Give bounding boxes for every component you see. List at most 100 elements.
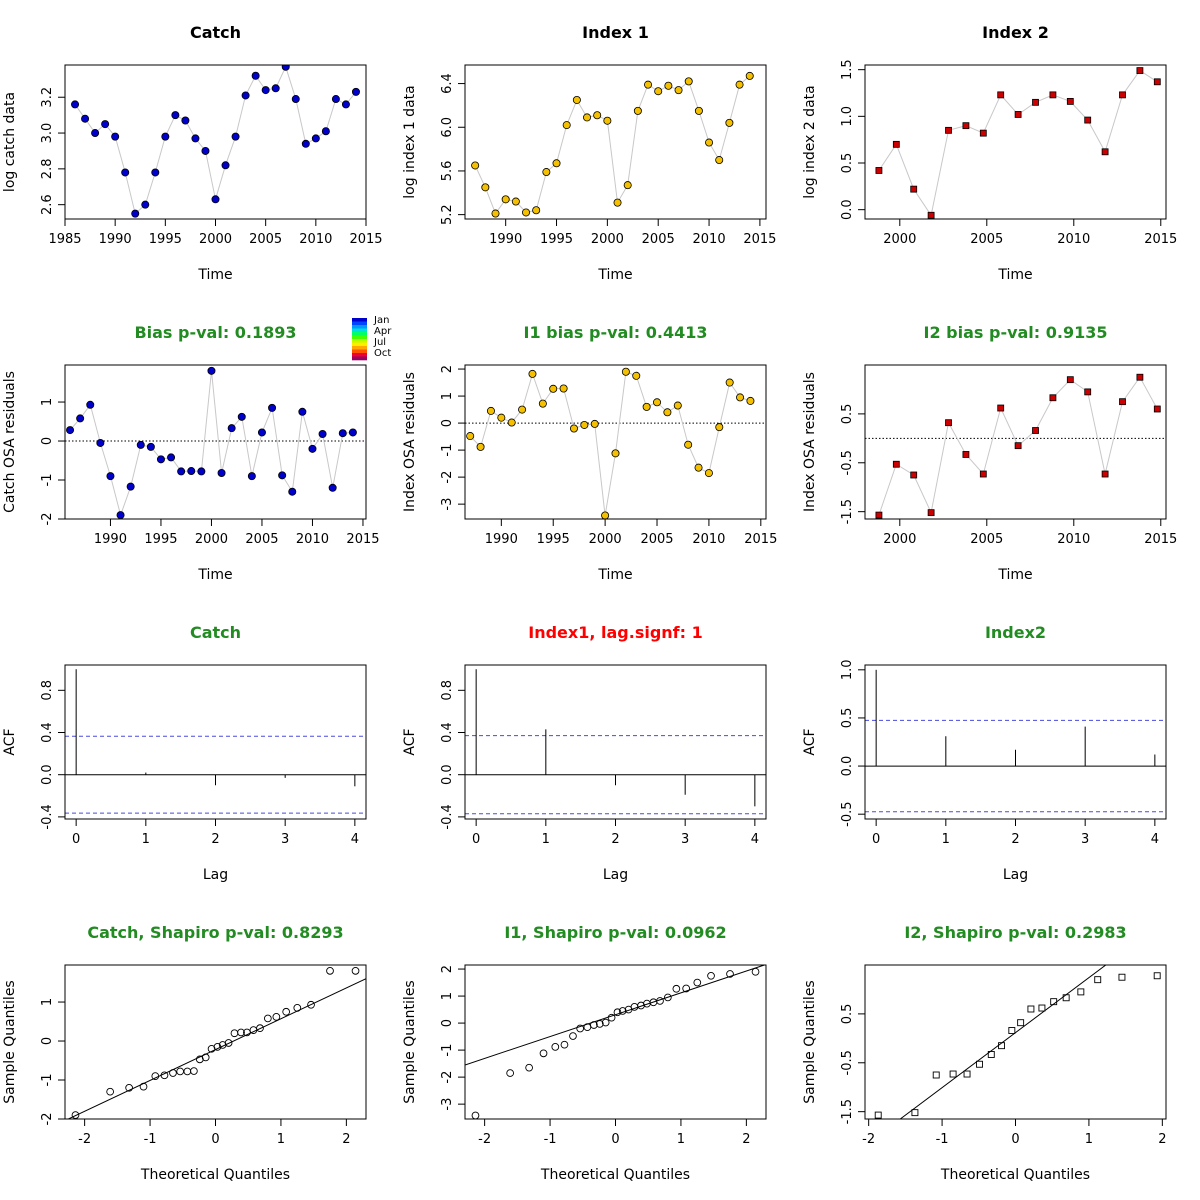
data-point [927,509,935,517]
data-point [1119,398,1126,406]
x-tick-label: 2010 [1057,232,1090,247]
data-point [1049,91,1057,99]
qq-point [911,1109,919,1117]
y-tick-label: 0.5 [840,153,855,174]
data-point [927,211,935,219]
data-point [96,438,105,447]
y-axis-label: ACF [402,728,418,755]
qq-point [183,1067,192,1076]
qq-point [160,1071,169,1080]
qq-point [326,966,334,975]
data-point [91,129,100,138]
data-point [642,402,651,411]
x-tick-label: 2000 [199,232,232,247]
panel-title: I1 bias p-val: 0.4413 [524,323,708,342]
data-point [268,403,277,412]
x-tick-label: 1995 [149,232,182,247]
panel-index2-resid: I2 bias p-val: 0.9135 2000 2005 2010 2015 -1.… [802,323,1177,583]
season-legend-swatch [352,318,367,322]
x-tick-label: 1995 [540,232,573,247]
data-point [621,367,630,376]
data-point [694,463,703,472]
qq-point [998,1042,1006,1050]
y-tick-label: 0 [40,1037,55,1045]
data-point [623,181,632,190]
qq-point [230,1029,239,1038]
y-tick-label: -3 [440,498,455,511]
plot-frame [464,964,767,1120]
y-axis-label: Sample Quantiles [802,980,818,1103]
x-tick-label: 4 [351,832,359,847]
data-point [601,511,610,519]
data-point [156,455,165,464]
data-point [338,429,347,438]
x-tick-label: 2015 [743,232,776,247]
data-point [664,81,673,90]
panel-title: Index1, lag.signf: 1 [528,623,702,642]
x-tick-label: -1 [544,1132,557,1147]
y-axis-label: Index OSA residuals [402,372,418,512]
data-point [1014,442,1022,450]
qq-point [569,1032,577,1040]
x-axis-label: Lag [203,867,228,883]
data-point [528,369,537,378]
qq-point [1062,994,1070,1002]
data-point [705,138,714,147]
data-point [171,111,180,120]
y-tick-label: 2.6 [40,194,55,215]
data-point [654,87,663,96]
qq-point [1094,976,1102,984]
plot-area [874,965,1161,1119]
data-point [86,400,95,409]
y-tick-label: 0 [440,1019,455,1027]
data-point [341,100,350,109]
data-point [611,449,620,458]
qq-point [751,967,760,976]
qq-point [201,1053,210,1062]
x-tick-label: 2005 [640,532,673,547]
x-tick-label: 3 [681,832,689,847]
data-point [945,126,952,134]
qq-reference-line [899,965,1107,1119]
qq-point [263,1014,272,1023]
x-tick-label: -1 [144,1132,157,1147]
plot-frame [864,364,1167,520]
y-tick-label: 1 [40,998,55,1006]
data-point [328,483,337,492]
data-point [151,168,160,177]
qq-point [176,1067,185,1076]
x-tick-label: 2005 [642,232,675,247]
qq-point [224,1039,233,1047]
data-point [281,65,290,71]
y-tick-label: -1 [40,1074,55,1087]
x-tick-label: 2 [1011,832,1019,847]
data-point [875,167,883,174]
y-axis-label: Index OSA residuals [802,372,818,512]
series-connector-line [474,75,751,215]
data-point [979,129,987,137]
qq-point [282,1007,291,1016]
qq-point [243,1028,251,1037]
x-tick-label: 2 [211,832,219,847]
data-point [481,183,490,192]
x-tick-label: 2015 [1144,532,1177,547]
panel-title: Index 2 [982,23,1049,42]
data-point [674,86,683,95]
data-point [81,114,90,123]
data-point [715,423,724,432]
x-axis-label: Lag [1003,867,1028,883]
data-point [725,378,734,387]
x-tick-label: 4 [1151,832,1159,847]
panel-title: Catch [190,623,241,642]
plot-area [471,71,754,218]
season-legend-label: Jul [373,337,386,348]
data-point [684,77,693,86]
y-tick-label: 0.4 [440,722,455,743]
plot-frame [464,364,767,520]
season-legend-swatch [352,339,367,343]
panel-index2-acf: Index2 0 1 2 3 4 -0.5 0.0 0.5 1.0 Lag ACF [802,623,1167,883]
panel-index1-qq: I1, Shapiro p-val: 0.0962 -2 -1 0 1 2 -3 -2 -1 0 1… [402,923,767,1183]
data-point [251,71,260,80]
data-point [201,146,210,155]
